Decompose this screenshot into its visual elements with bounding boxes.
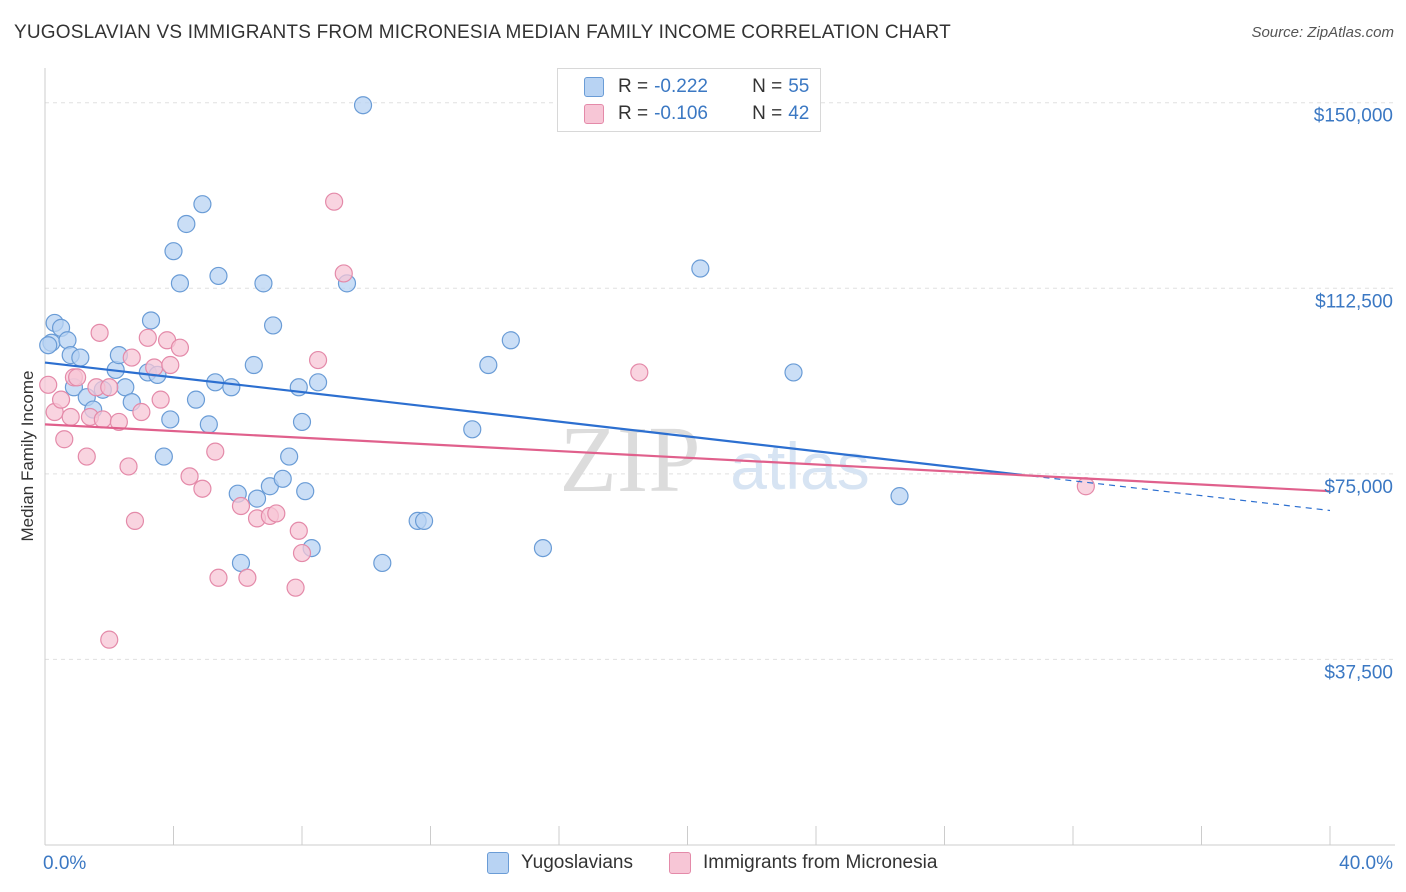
micronesia-point <box>55 430 74 449</box>
legend-row-micronesia: R = -0.106 N = 42 <box>584 102 809 126</box>
micronesia-point <box>90 323 109 342</box>
legend-item-yugoslavians: Yugoslavians <box>487 852 633 874</box>
legend-r-label: R = <box>618 103 649 124</box>
micronesia-trend-line <box>44 423 1331 493</box>
yugoslavian-point <box>161 410 180 429</box>
yugoslavian-point <box>308 373 328 392</box>
legend-n-value: 55 <box>788 76 810 97</box>
micronesia-point <box>193 479 212 498</box>
micronesia-point <box>209 568 228 587</box>
yugoslavian-point <box>691 259 710 278</box>
legend-swatch-pink <box>669 852 691 874</box>
x-tick-label: 40.0% <box>1339 853 1393 874</box>
legend-label-micronesia: Immigrants from Micronesia <box>703 852 938 873</box>
yugoslavian-point <box>292 412 312 432</box>
legend-item-micronesia: Immigrants from Micronesia <box>669 852 937 874</box>
x-tick-label: 0.0% <box>43 853 86 874</box>
legend-row-yugoslavians: R = -0.222 N = 55 <box>584 75 809 99</box>
micronesia-point <box>630 363 649 382</box>
yugoslavian-point <box>39 336 58 355</box>
micronesia-point <box>93 410 112 429</box>
y-tick-label: $150,000 <box>1314 106 1393 127</box>
micronesia-point <box>231 496 251 516</box>
yugoslavian-point <box>186 390 206 409</box>
yugoslavian-point <box>177 214 196 234</box>
micronesia-point <box>39 375 58 394</box>
micronesia-point <box>132 402 151 422</box>
yugoslavian-point <box>71 348 90 367</box>
yugoslavian-point <box>247 489 267 508</box>
source-credit: Source: ZipAtlas.com <box>1251 24 1394 41</box>
yugoslavian-point <box>263 316 283 335</box>
micronesia-point <box>151 390 170 409</box>
micronesia-point <box>51 390 71 409</box>
yugoslavian-point <box>533 538 553 558</box>
yugoslavian-point <box>463 420 482 439</box>
y-tick-label: $75,000 <box>1324 477 1393 498</box>
yugoslavian-point <box>199 415 218 434</box>
micronesia-point <box>109 412 128 432</box>
legend-swatch-pink <box>584 104 604 124</box>
series-legend: Yugoslavians Immigrants from Micronesia <box>0 852 1406 876</box>
legend-n-value: 42 <box>788 103 810 124</box>
micronesia-point <box>125 511 145 530</box>
y-tick-label: $37,500 <box>1324 662 1393 683</box>
y-tick-label: $112,500 <box>1315 291 1393 312</box>
yugoslavian-point <box>141 311 161 330</box>
yugoslavian-trend-extension <box>1021 474 1331 512</box>
yugoslavian-point <box>414 511 434 530</box>
yugoslavian-point <box>222 378 241 397</box>
yugoslavian-point <box>784 363 803 382</box>
legend-r-value: -0.106 <box>654 103 708 124</box>
stats-legend: R = -0.222 N = 55 R = -0.106 N = 42 <box>557 68 821 132</box>
yugoslavian-point <box>58 331 77 350</box>
micronesia-point <box>161 355 180 375</box>
yugoslavian-point <box>501 331 520 350</box>
micronesia-point <box>77 447 96 466</box>
yugoslavian-point <box>244 355 263 375</box>
legend-swatch-blue <box>487 852 509 874</box>
micronesia-point <box>138 328 157 347</box>
micronesia-point <box>100 630 119 649</box>
yugoslavian-point <box>154 447 173 466</box>
yugoslavian-point <box>273 469 292 488</box>
micronesia-point <box>119 457 138 476</box>
yugoslavian-point <box>890 487 909 506</box>
micronesia-point <box>206 442 225 461</box>
micronesia-point <box>180 467 199 486</box>
yugoslavian-point <box>280 447 299 466</box>
micronesia-point <box>289 521 308 540</box>
legend-r-label: R = <box>618 76 649 97</box>
micronesia-point <box>61 407 80 427</box>
micronesia-point <box>68 368 87 387</box>
micronesia-point <box>286 578 305 597</box>
micronesia-point <box>1076 477 1095 496</box>
yugoslavian-point <box>479 355 498 375</box>
legend-r-value: -0.222 <box>654 76 708 97</box>
yugoslavian-point <box>209 266 228 286</box>
legend-n-label: N = <box>752 76 783 97</box>
yugoslavian-point <box>170 274 190 293</box>
legend-swatch-blue <box>584 77 604 97</box>
micronesia-point <box>100 378 119 397</box>
micronesia-point <box>325 192 344 211</box>
legend-n-label: N = <box>752 103 783 124</box>
yugoslavian-point <box>296 482 315 501</box>
legend-label-yugoslavians: Yugoslavians <box>521 852 633 873</box>
yugoslavian-point <box>353 96 373 115</box>
chart-title: YUGOSLAVIAN VS IMMIGRANTS FROM MICRONESI… <box>14 22 951 43</box>
micronesia-point <box>292 543 312 563</box>
micronesia-point <box>170 338 190 357</box>
micronesia-point <box>267 504 286 523</box>
yugoslavian-point <box>193 195 212 214</box>
micronesia-point <box>308 350 328 370</box>
micronesia-point <box>334 264 353 283</box>
yugoslavian-point <box>254 274 273 293</box>
yugoslavian-point <box>164 242 183 261</box>
yugoslavian-point <box>373 553 392 573</box>
micronesia-point <box>122 348 141 367</box>
micronesia-point <box>238 568 257 587</box>
yugoslavian-trend-line <box>44 361 1022 476</box>
